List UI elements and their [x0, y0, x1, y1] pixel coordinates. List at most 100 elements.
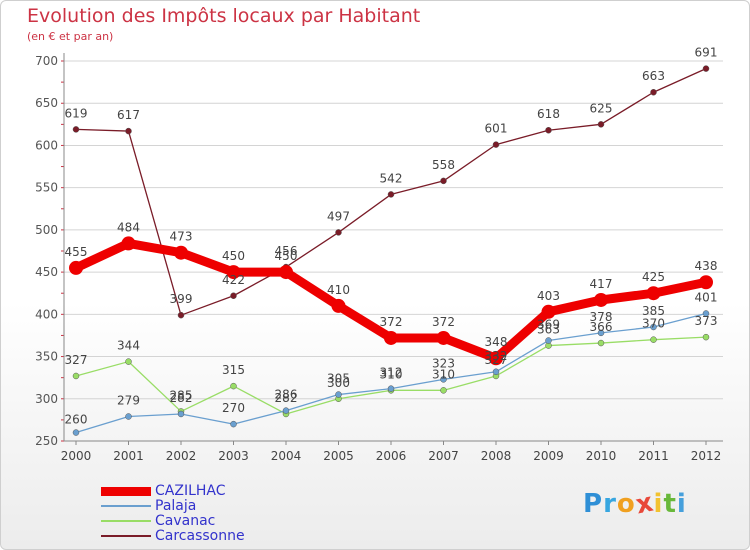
data-point	[335, 229, 342, 236]
data-point	[174, 245, 188, 260]
data-label: 348	[485, 335, 508, 349]
data-point	[125, 413, 132, 420]
data-label: 282	[275, 391, 298, 405]
data-label: 310	[380, 367, 403, 381]
x-tick-label: 2000	[61, 449, 92, 463]
x-tick-label: 2002	[166, 449, 197, 463]
data-point	[597, 339, 605, 347]
data-point	[125, 127, 132, 135]
data-point	[702, 65, 710, 72]
x-tick-label: 2007	[428, 449, 459, 463]
data-point	[541, 304, 556, 319]
data-point	[594, 292, 608, 307]
data-label: 399	[170, 292, 193, 306]
data-point	[545, 126, 552, 134]
data-point	[279, 265, 293, 280]
legend-label: Palaja	[155, 498, 197, 514]
data-label: 403	[537, 289, 560, 303]
data-label: 558	[432, 158, 455, 172]
x-tick-label: 2003	[218, 449, 249, 463]
data-label: 369	[537, 318, 560, 332]
legend-label: Cavanac	[155, 513, 216, 529]
data-point	[436, 330, 451, 345]
data-label: 438	[695, 259, 718, 273]
data-label: 305	[327, 372, 350, 386]
data-point	[492, 368, 500, 376]
data-label: 282	[170, 391, 193, 405]
data-label: 378	[590, 310, 613, 324]
x-tick-label: 2008	[481, 449, 512, 463]
data-point	[440, 387, 447, 394]
data-point	[282, 407, 290, 414]
logo-letter: i	[676, 489, 687, 519]
data-label: 619	[65, 106, 88, 120]
logo-letter: P	[583, 489, 604, 519]
data-label: 385	[642, 304, 665, 318]
data-point	[650, 323, 657, 331]
data-label: 344	[117, 339, 140, 353]
data-label: 363	[537, 323, 560, 337]
data-point	[387, 385, 395, 392]
y-tick-label: 400	[35, 307, 58, 321]
data-label: 417	[590, 277, 613, 291]
x-tick-label: 2009	[533, 449, 564, 463]
logo-letter: r	[603, 489, 617, 519]
data-label: 410	[327, 283, 350, 297]
proxiti-logo: Proxiti	[583, 487, 687, 520]
data-point	[121, 236, 136, 251]
data-point	[72, 429, 80, 436]
data-label: 618	[537, 107, 560, 121]
data-point	[230, 382, 237, 390]
y-tick-label: 500	[35, 223, 58, 237]
data-point	[699, 275, 713, 290]
chart-title: Evolution des Impôts locaux par Habitant	[27, 5, 421, 27]
x-tick-label: 2012	[691, 449, 722, 463]
data-point	[69, 260, 83, 275]
data-point	[72, 126, 80, 133]
data-point	[545, 337, 552, 344]
data-label: 366	[590, 320, 613, 334]
data-point	[440, 177, 447, 185]
y-tick-label: 700	[35, 54, 58, 68]
data-point	[230, 292, 237, 300]
legend-swatch	[101, 505, 151, 507]
data-label: 279	[117, 394, 140, 408]
legend-swatch	[101, 535, 151, 537]
data-label: 300	[327, 376, 350, 390]
data-label: 450	[275, 249, 298, 263]
data-label: 456	[275, 244, 298, 258]
data-label: 260	[65, 413, 88, 427]
data-label: 484	[117, 220, 140, 234]
data-label: 370	[642, 317, 665, 331]
data-label: 497	[327, 209, 350, 223]
data-label: 455	[65, 245, 88, 259]
y-tick-label: 250	[35, 434, 58, 448]
data-label: 312	[380, 366, 403, 380]
data-label: 373	[695, 314, 718, 328]
data-point	[492, 141, 500, 148]
data-point	[384, 330, 398, 345]
data-point	[646, 286, 661, 301]
data-point	[226, 265, 241, 280]
data-point	[230, 420, 237, 428]
data-label: 285	[170, 388, 193, 402]
legend-swatch	[101, 486, 151, 496]
x-tick-label: 2006	[376, 449, 407, 463]
data-point	[335, 391, 342, 398]
data-label: 691	[695, 46, 718, 60]
data-point	[702, 333, 710, 341]
data-label: 286	[275, 388, 298, 402]
logo-letter: t	[663, 489, 677, 519]
data-point	[177, 311, 185, 319]
x-tick-label: 2011	[638, 449, 669, 463]
data-label: 425	[642, 270, 665, 284]
data-point	[331, 298, 346, 313]
y-tick-label: 600	[35, 138, 58, 152]
data-point	[177, 410, 185, 418]
y-tick-label: 550	[35, 181, 58, 195]
legend-swatch	[101, 520, 151, 522]
logo-letter: i	[653, 489, 664, 519]
legend-label: Carcassonne	[155, 528, 245, 544]
data-label: 450	[222, 249, 245, 263]
